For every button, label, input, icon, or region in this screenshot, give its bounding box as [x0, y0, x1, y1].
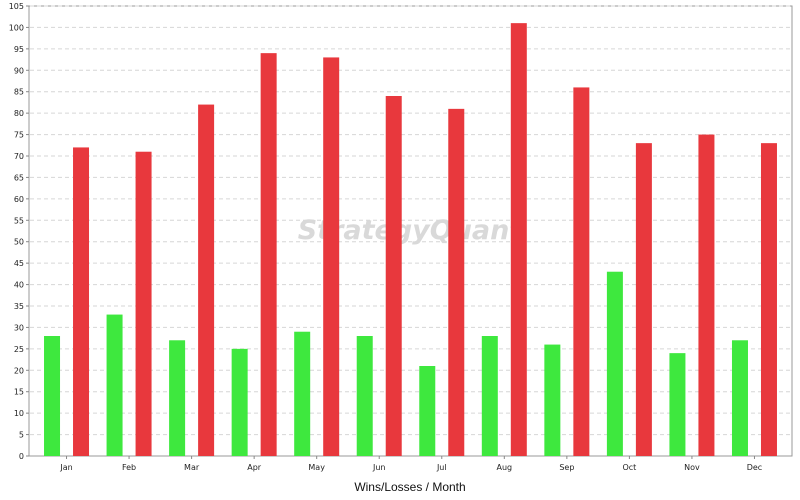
- y-tick-label: 20: [14, 366, 24, 375]
- x-axis-title: Wins/Losses / Month: [354, 480, 465, 494]
- wins-bar: [419, 366, 436, 456]
- wins-bar: [356, 336, 373, 456]
- y-tick-label: 0: [19, 452, 24, 461]
- x-tick-label: Apr: [247, 463, 262, 472]
- x-tick-label: Mar: [184, 463, 200, 472]
- x-tick-label: Jul: [436, 463, 447, 472]
- x-tick-label: Sep: [559, 463, 574, 472]
- losses-bar: [198, 104, 215, 457]
- y-axis-ticks: 0 5 10 15 20 25 30 35 40 45 50 55 60 65 70 75 80 85 90 95 10…: [9, 2, 29, 461]
- y-tick-label: 80: [14, 109, 24, 118]
- losses-bar: [448, 108, 465, 456]
- y-tick-label: 60: [14, 195, 24, 204]
- x-tick-label: Feb: [122, 463, 136, 472]
- y-tick-label: 95: [14, 45, 24, 54]
- y-tick-label: 40: [14, 281, 24, 290]
- x-tick-label: May: [308, 463, 325, 472]
- losses-bar: [760, 143, 777, 456]
- wins-bar: [231, 348, 248, 456]
- y-tick-label: 30: [14, 323, 24, 332]
- y-tick-label: 90: [14, 66, 24, 75]
- plot-background: [28, 5, 793, 457]
- wins-bar: [669, 353, 686, 456]
- losses-bar: [260, 53, 277, 457]
- wins-bar: [294, 331, 311, 456]
- wins-bar: [731, 340, 748, 456]
- wins-bar: [106, 314, 123, 456]
- wins-bar: [606, 271, 623, 456]
- losses-bar: [135, 151, 152, 456]
- y-tick-label: 100: [9, 23, 24, 32]
- x-axis-ticks: Jan Feb Mar Apr May Jun Jul Aug Sep Oct Nov Dec: [59, 456, 762, 472]
- x-tick-label: Nov: [684, 463, 700, 472]
- y-tick-label: 70: [14, 152, 24, 161]
- bars: [44, 23, 777, 457]
- y-tick-label: 105: [9, 2, 24, 11]
- wins-bar: [44, 336, 61, 456]
- y-tick-label: 10: [14, 409, 24, 418]
- wins-bar: [544, 344, 561, 456]
- x-tick-label: Dec: [747, 463, 762, 472]
- wins-bar: [169, 340, 186, 456]
- y-tick-label: 5: [19, 431, 24, 440]
- grid-lines: [30, 5, 791, 436]
- wins-bar: [481, 336, 498, 456]
- y-tick-label: 25: [14, 345, 24, 354]
- x-tick-label: Jan: [59, 463, 72, 472]
- y-tick-label: 45: [14, 259, 24, 268]
- losses-bar: [323, 57, 340, 457]
- losses-bar: [73, 147, 90, 456]
- y-tick-label: 75: [14, 131, 24, 140]
- y-tick-label: 50: [14, 238, 24, 247]
- y-tick-label: 55: [14, 216, 24, 225]
- losses-bar: [510, 23, 527, 457]
- x-tick-label: Oct: [622, 463, 636, 472]
- y-tick-label: 15: [14, 388, 24, 397]
- x-tick-label: Jun: [372, 463, 386, 472]
- losses-bar: [635, 143, 652, 456]
- losses-bar: [573, 87, 590, 456]
- losses-bar: [385, 96, 402, 456]
- y-tick-label: 65: [14, 173, 24, 182]
- losses-bar: [698, 134, 715, 457]
- y-tick-label: 85: [14, 88, 24, 97]
- y-tick-label: 35: [14, 302, 24, 311]
- x-tick-label: Aug: [496, 463, 512, 472]
